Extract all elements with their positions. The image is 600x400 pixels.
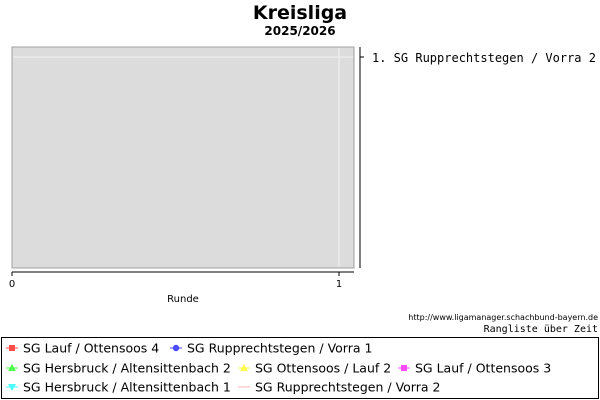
legend-marker-square	[401, 365, 407, 371]
chart-caption: Rangliste über Zeit	[484, 324, 598, 335]
legend-marker-circle	[172, 344, 180, 352]
legend-item: SG Hersbruck / Altensittenbach 2	[6, 361, 231, 376]
legend-item: SG Hersbruck / Altensittenbach 1	[6, 380, 231, 395]
source-url: http://www.ligamanager.schachbund-bayern…	[408, 313, 598, 322]
legend-item: SG Rupprechtstegen / Vorra 1	[170, 341, 372, 356]
chart-subtitle: 2025/2026	[264, 24, 335, 38]
legend-marker-triangle	[8, 364, 16, 371]
legend	[1, 337, 599, 399]
legend-label: SG Rupprechtstegen / Vorra 2	[255, 380, 440, 395]
legend-label: SG Ottensoos / Lauf 2	[255, 361, 391, 376]
legend-item: SG Ottensoos / Lauf 2	[238, 361, 391, 376]
legend-marker-square	[9, 345, 15, 351]
legend-item: SG Lauf / Ottensoos 4	[6, 341, 159, 356]
legend-label: SG Lauf / Ottensoos 4	[23, 341, 159, 356]
legend-marker-triangle-down	[8, 384, 16, 391]
legend-items: SG Lauf / Ottensoos 4 SG Rupprechtstegen …	[6, 341, 551, 395]
plot-area	[11, 46, 355, 269]
legend-marker-triangle	[240, 364, 248, 371]
rank-label-1: 1. SG Rupprechtstegen / Vorra 2	[372, 51, 596, 65]
legend-label: SG Hersbruck / Altensittenbach 1	[23, 380, 231, 395]
legend-label: SG Rupprechtstegen / Vorra 1	[187, 341, 372, 356]
x-tick-label-1: 1	[336, 279, 342, 290]
x-tick-label-0: 0	[9, 279, 15, 290]
x-axis-label: Runde	[167, 294, 199, 305]
chart-title: Kreisliga	[253, 2, 347, 24]
legend-item: SG Rupprechtstegen / Vorra 2	[238, 380, 440, 395]
legend-label: SG Hersbruck / Altensittenbach 2	[23, 361, 231, 376]
legend-item: SG Lauf / Ottensoos 3	[398, 361, 551, 376]
legend-label: SG Lauf / Ottensoos 3	[415, 361, 551, 376]
